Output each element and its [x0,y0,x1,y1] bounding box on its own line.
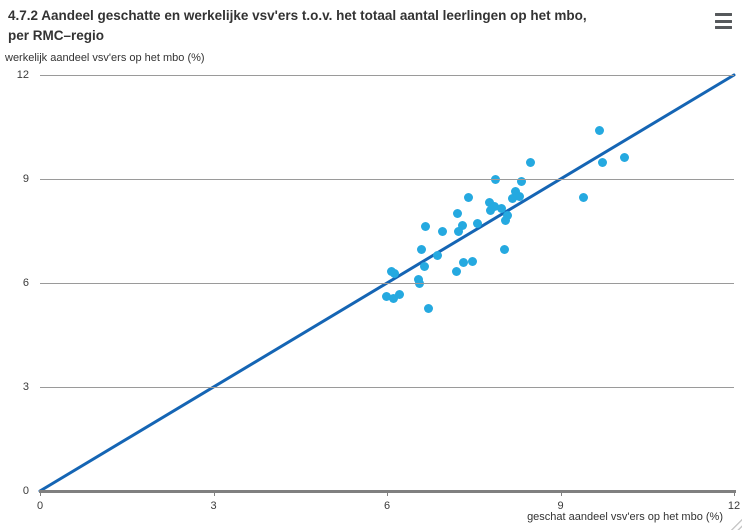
x-tick-label: 9 [557,500,564,512]
gridline [40,282,734,284]
x-tick-label: 3 [210,500,217,512]
scatter-point[interactable] [594,125,604,135]
y-tick-label: 0 [22,485,29,497]
y-tick-label: 12 [16,69,29,81]
plot-area [38,73,736,493]
x-tick-mark [734,490,735,496]
scatter-point[interactable] [491,175,501,185]
x-tick-label: 6 [383,500,391,512]
chart-context-menu-button[interactable] [715,13,734,33]
resize-grip-icon[interactable] [730,518,742,530]
scatter-point[interactable] [490,201,500,211]
chart-title-line2: per RMC–regio [8,28,105,43]
scatter-point[interactable] [415,279,425,289]
gridline [40,178,734,180]
scatter-point[interactable] [421,221,431,231]
scatter-point[interactable] [514,191,524,201]
scatter-point[interactable] [507,193,517,203]
scatter-point[interactable] [413,274,423,284]
hamburger-menu-icon [715,13,734,30]
scatter-point[interactable] [438,226,448,236]
scatter-point[interactable] [497,203,506,213]
scatter-point[interactable] [525,157,535,167]
x-tick-label: 0 [36,500,44,512]
scatter-point[interactable] [510,186,520,196]
x-tick-mark [213,490,215,496]
y-tick-label: 6 [22,277,29,289]
scatter-point[interactable] [381,291,391,301]
scatter-point[interactable] [619,152,629,162]
x-tick-label: 12 [727,500,741,512]
scatter-point[interactable] [502,210,512,220]
chart-title: 4.7.2 Aandeel geschatte en werkelijke vs… [8,6,587,46]
scatter-point[interactable] [597,158,607,168]
scatter-point[interactable] [501,216,511,226]
x-axis-title: geschat aandeel vsv'ers op het mbo (%) [527,511,723,523]
gridline [40,386,734,388]
scatter-point[interactable] [389,293,399,303]
scatter-point[interactable] [464,192,474,202]
gridline [40,74,734,76]
x-tick-mark [387,490,388,496]
scatter-point[interactable] [424,304,434,314]
scatter-point[interactable] [452,266,462,276]
y-tick-label: 9 [22,173,29,185]
x-tick-mark [40,490,41,496]
scatter-point[interactable] [458,220,468,230]
chart-title-line1: 4.7.2 Aandeel geschatte en werkelijke vs… [8,8,587,23]
scatter-point[interactable] [390,269,400,279]
scatter-point[interactable] [433,250,443,260]
scatter-point[interactable] [453,227,463,237]
y-axis-title: werkelijk aandeel vsv'ers op het mbo (%) [5,52,205,64]
scatter-point[interactable] [420,261,430,271]
scatter-point[interactable] [453,209,463,219]
scatter-point[interactable] [395,289,405,299]
scatter-point[interactable] [486,205,496,215]
x-tick-mark [560,490,562,496]
scatter-point[interactable] [458,257,468,267]
scatter-point[interactable] [484,197,494,207]
scatter-point[interactable] [472,219,482,229]
scatter-point[interactable] [499,244,509,254]
scatter-point[interactable] [468,257,478,266]
y-tick-label: 3 [22,381,29,393]
scatter-point[interactable] [578,193,588,203]
scatter-point[interactable] [417,245,427,255]
scatter-point[interactable] [517,176,527,186]
